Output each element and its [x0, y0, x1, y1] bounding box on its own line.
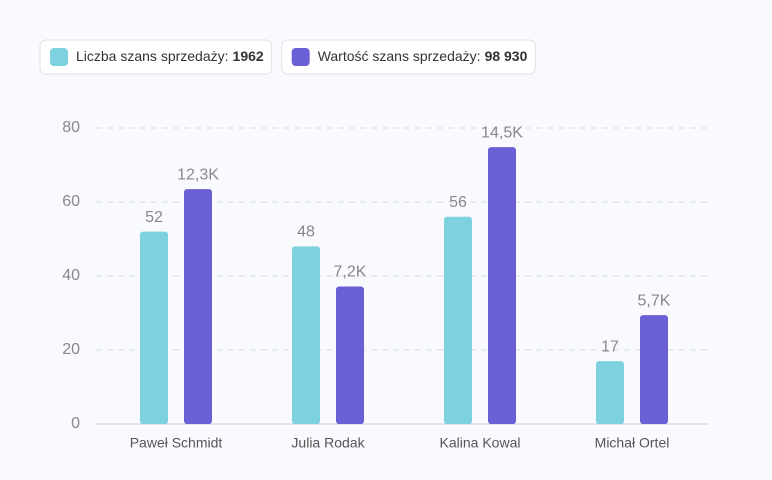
value-label: 7,2K — [334, 264, 367, 281]
y-tick-label: 0 — [71, 415, 80, 432]
legend-swatch — [50, 48, 68, 66]
value-label: 14,5K — [481, 124, 523, 141]
legend-total: 1962 — [233, 48, 264, 64]
x-tick-label: Julia Rodak — [291, 435, 365, 451]
value-label: 56 — [449, 194, 467, 211]
x-tick-label: Kalina Kowal — [440, 435, 521, 451]
legend-name: Wartość szans sprzedaży: — [318, 48, 481, 64]
y-tick-label: 20 — [62, 341, 80, 358]
bar — [596, 361, 624, 424]
bar — [640, 315, 668, 424]
y-tick-label: 80 — [62, 119, 80, 136]
value-label: 48 — [297, 224, 315, 241]
bar — [184, 189, 212, 424]
bar — [140, 231, 168, 424]
bar — [488, 147, 516, 424]
legend-item: Wartość szans sprzedaży: 98 930 — [281, 39, 536, 75]
y-tick-label: 60 — [62, 193, 80, 210]
y-tick-label: 40 — [62, 267, 80, 284]
bar — [336, 286, 364, 424]
legend-total: 98 930 — [485, 48, 528, 64]
bar — [292, 246, 320, 424]
value-label: 12,3K — [177, 166, 219, 183]
value-label: 5,7K — [638, 292, 671, 309]
legend-swatch — [291, 48, 310, 66]
bar — [444, 216, 472, 424]
x-tick-label: Paweł Schmidt — [130, 435, 223, 451]
x-tick-label: Michał Ortel — [595, 435, 670, 451]
value-label: 17 — [601, 338, 619, 355]
legend-box — [39, 39, 273, 75]
value-label: 52 — [145, 209, 163, 226]
legend-item: Liczba szans sprzedaży: 1962 — [39, 39, 273, 75]
legend-box — [281, 39, 536, 75]
legend-name: Liczba szans sprzedaży: — [76, 48, 229, 64]
legend-label: Liczba szans sprzedaży: 1962 — [76, 48, 264, 64]
legend-label: Wartość szans sprzedaży: 98 930 — [318, 48, 528, 64]
